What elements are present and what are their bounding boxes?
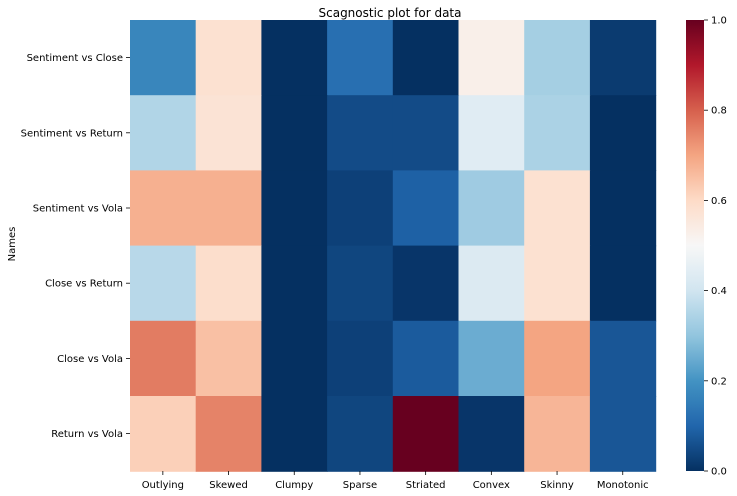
heatmap-cell	[327, 245, 394, 322]
heatmap-cell	[589, 20, 657, 96]
x-tick-label: Monotonic	[597, 480, 649, 491]
heatmap-cell	[392, 320, 460, 397]
y-tick-label: Close vs Vola	[57, 354, 123, 365]
heatmap-cell	[261, 95, 328, 171]
heatmap-cell	[589, 396, 657, 472]
colorbar	[686, 20, 704, 471]
heatmap-cell	[589, 95, 657, 171]
heatmap-cell	[589, 320, 657, 397]
heatmap-cell	[458, 320, 525, 397]
heatmap-cell	[195, 396, 262, 472]
x-tick-label: Skinny	[540, 480, 574, 491]
heatmap-cell	[392, 20, 460, 96]
colorbar-tick-label: 0.2	[711, 376, 727, 387]
heatmap-cell	[458, 20, 525, 96]
heatmap-cell	[130, 170, 197, 247]
colorbar-tick-label: 0.4	[711, 286, 727, 297]
heatmap-cell	[130, 320, 197, 397]
x-tick-label: Sparse	[343, 480, 377, 491]
heatmap-cell	[458, 396, 525, 472]
colorbar-tick-label: 0.0	[711, 467, 727, 478]
heatmap-cell	[524, 170, 591, 247]
y-tick-label: Close vs Return	[45, 279, 123, 290]
heatmap-cell	[589, 245, 657, 322]
heatmap-cell	[524, 320, 591, 397]
heatmap-cell	[327, 396, 394, 472]
heatmap-cell	[327, 95, 394, 171]
y-tick-label: Return vs Vola	[51, 429, 123, 440]
heatmap-cell	[130, 245, 197, 322]
heatmap-cell	[524, 245, 591, 322]
heatmap-cell	[524, 20, 591, 96]
heatmap-cell	[589, 170, 657, 247]
x-tick-label: Clumpy	[275, 480, 313, 491]
heatmap-cell	[195, 320, 262, 397]
x-tick-label: Skewed	[209, 480, 248, 491]
x-tick-label: Striated	[406, 480, 446, 491]
heatmap-cell	[524, 95, 591, 171]
heatmap-cell	[327, 320, 394, 397]
heatmap-cell	[392, 95, 460, 171]
heatmap-cell	[195, 170, 262, 247]
colorbar-tick-label: 1.0	[711, 16, 727, 27]
heatmap-cell	[195, 245, 262, 322]
heatmap-cells	[130, 20, 657, 472]
heatmap-cell	[392, 170, 460, 247]
x-tick-label: Outlying	[142, 480, 184, 491]
heatmap-cell	[327, 20, 394, 96]
y-tick-label: Sentiment vs Return	[21, 128, 123, 139]
heatmap-cell	[130, 95, 197, 171]
y-tick-label: Sentiment vs Vola	[33, 204, 123, 215]
heatmap-cell	[261, 20, 328, 96]
heatmap-cell	[392, 245, 460, 322]
heatmap-cell	[261, 245, 328, 322]
colorbar-ticks: 0.0 0.2 0.4 0.6 0.8 1.0	[704, 16, 727, 478]
y-tick-label: Sentiment vs Close	[27, 53, 123, 64]
heatmap-cell	[458, 95, 525, 171]
heatmap-cell	[524, 396, 591, 472]
heatmap-cell	[458, 170, 525, 247]
y-tick-labels: Sentiment vs Close Sentiment vs Return Sen…	[21, 53, 130, 440]
heatmap-cell	[261, 320, 328, 397]
heatmap-cell	[130, 20, 197, 96]
x-tick-label: Convex	[473, 480, 510, 491]
y-axis-label: Names	[7, 227, 18, 262]
heatmap-cell	[261, 170, 328, 247]
x-tick-labels: Outlying Skewed Clumpy Sparse Striated Convex…	[142, 471, 649, 491]
colorbar-tick-label: 0.8	[711, 106, 727, 117]
colorbar-tick-label: 0.6	[711, 196, 727, 207]
heatmap-cell	[392, 396, 460, 472]
heatmap-cell	[130, 396, 197, 472]
heatmap-cell	[261, 396, 328, 472]
chart-title: Scagnostic plot for data	[319, 6, 462, 20]
heatmap-cell	[327, 170, 394, 247]
heatmap-cell	[458, 245, 525, 322]
heatmap-cell	[195, 20, 262, 96]
heatmap-cell	[195, 95, 262, 171]
